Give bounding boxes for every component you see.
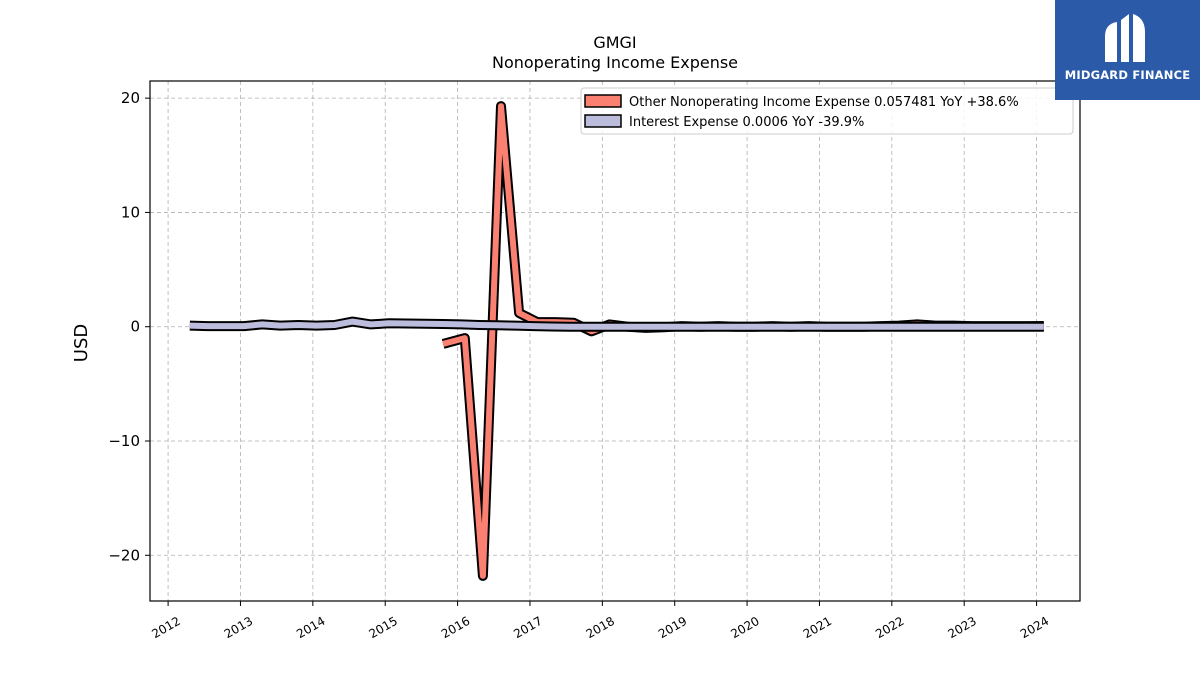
logo-text: MIDGARD FINANCE <box>1064 68 1191 82</box>
y-tick-label: 10 <box>121 203 140 221</box>
x-tick-label: 2023 <box>945 614 978 641</box>
series-line-outline <box>441 101 1044 581</box>
x-tick-label: 2012 <box>149 614 182 641</box>
x-tick-label: 2016 <box>439 614 472 641</box>
legend-box <box>580 87 1074 135</box>
series-2 <box>189 316 1044 332</box>
series-1 <box>441 101 1044 581</box>
x-tick-label: 2019 <box>656 614 689 641</box>
legend-entry: Other Nonoperating Income Expense 0.0574… <box>629 95 1019 110</box>
y-tick-label: 20 <box>121 89 140 107</box>
chart-title: GMGI <box>593 33 636 52</box>
series-line <box>189 318 1044 330</box>
legend-entry: Interest Expense 0.0006 YoY -39.9% <box>629 115 864 130</box>
x-tick-label: 2020 <box>728 614 761 641</box>
x-tick-label: 2015 <box>366 614 399 641</box>
x-axis-ticks: 2012 2013 2014 2015 2016 2017 2018 2019 2020 2021… <box>149 601 1051 641</box>
plot-frame <box>149 80 1081 602</box>
logo-mark-icon <box>1105 14 1145 62</box>
x-tick-label: 2024 <box>1018 614 1051 641</box>
grid-lines <box>150 81 1080 601</box>
x-tick-label: 2013 <box>222 614 255 641</box>
legend-swatch <box>584 114 622 128</box>
x-tick-label: 2022 <box>873 614 906 641</box>
y-axis-label: USD <box>71 324 92 362</box>
series-line <box>442 103 1044 579</box>
x-tick-label: 2018 <box>584 614 617 641</box>
x-tick-label: 2014 <box>294 614 327 641</box>
legend-swatch <box>584 94 622 108</box>
midgard-finance-logo: MIDGARD FINANCE <box>1055 0 1200 100</box>
y-axis-ticks: −20 −10 0 10 20 <box>108 89 150 564</box>
chart-subtitle: Nonoperating Income Expense <box>492 53 738 72</box>
y-tick-label: −20 <box>108 546 140 564</box>
x-tick-label: 2021 <box>801 614 834 641</box>
plot-series <box>189 101 1044 581</box>
y-tick-label: 0 <box>130 318 140 336</box>
legend: Other Nonoperating Income Expense 0.0574… <box>580 87 1074 135</box>
y-tick-label: −10 <box>108 432 140 450</box>
x-tick-label: 2017 <box>511 614 544 641</box>
